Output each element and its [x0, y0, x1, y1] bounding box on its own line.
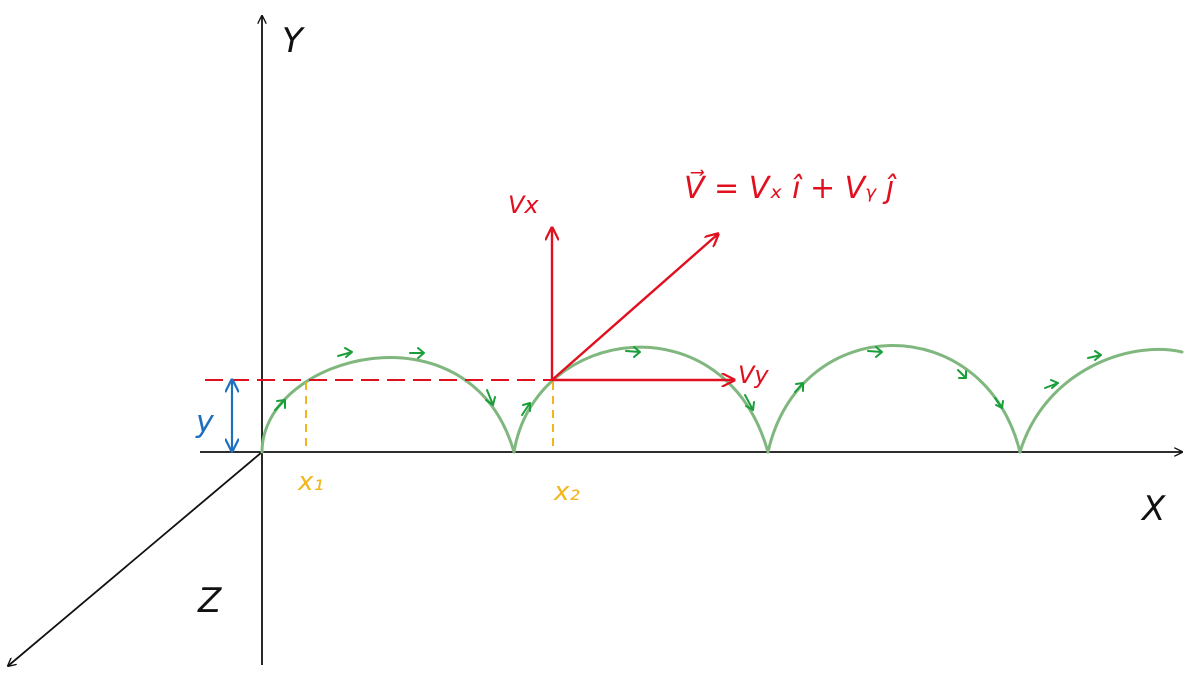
direction-arrows	[274, 346, 1102, 416]
axes	[8, 16, 1182, 666]
trajectory-arch-4	[1018, 347, 1184, 454]
vertical-velocity-label: Vx	[508, 191, 539, 219]
velocity-equation: V⃗ = Vₓ î + Vᵧ ĵ	[684, 170, 897, 206]
direction-arrow	[409, 347, 425, 359]
trajectory	[260, 344, 1184, 454]
direction-arrow	[337, 347, 353, 358]
direction-arrow	[867, 346, 883, 358]
trajectory-arch-2	[512, 345, 770, 454]
z-axis	[8, 451, 263, 666]
direction-arrow	[1087, 350, 1102, 361]
direction-arrow	[744, 394, 755, 411]
projections	[305, 382, 554, 452]
velocity-vectors	[552, 228, 734, 380]
x2-label: x₂	[553, 477, 580, 507]
direction-arrow	[957, 369, 967, 379]
z-axis-label: Z	[197, 581, 222, 621]
x1-label: x₁	[297, 467, 324, 497]
direction-arrow	[485, 389, 496, 406]
horizontal-velocity-label: Vy	[738, 361, 769, 389]
trajectory-arch-1	[260, 356, 516, 454]
direction-arrow	[274, 399, 286, 411]
y-axis-label: Y	[282, 21, 305, 61]
direction-arrow	[625, 346, 641, 358]
trajectory-arch-3	[766, 344, 1022, 454]
direction-arrow	[1044, 379, 1059, 389]
direction-arrow	[521, 402, 531, 416]
x-axis-label: X	[1140, 489, 1166, 529]
direction-arrow	[794, 382, 804, 393]
height-label: y	[195, 405, 215, 440]
direction-arrow	[994, 397, 1004, 409]
resultant-velocity-vector	[551, 234, 718, 381]
